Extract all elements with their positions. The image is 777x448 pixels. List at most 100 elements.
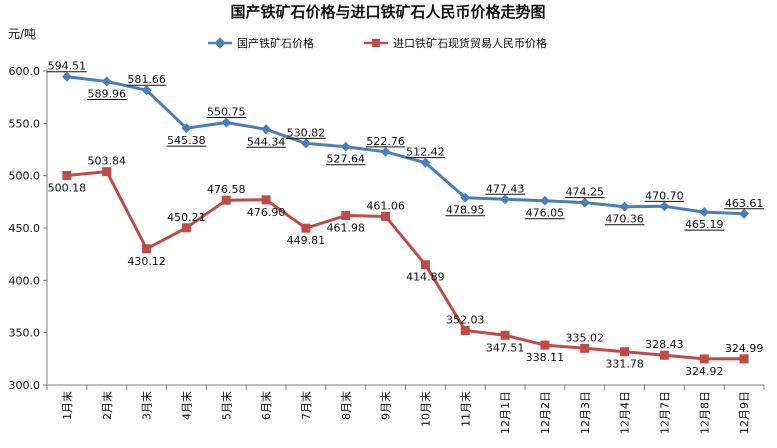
data-label-import: 324.92 (685, 365, 724, 378)
x-tick-label: 9月末 (379, 391, 393, 420)
data-label-import: 352.03 (446, 314, 485, 327)
legend-label-domestic: 国产铁矿石价格 (237, 36, 314, 50)
legend: 国产铁矿石价格 进口铁矿石现货贸易人民币价格 (208, 36, 547, 50)
y-tick-label: 600.0 (9, 65, 41, 78)
data-label-import: 331.78 (605, 358, 644, 371)
data-label-import: 430.12 (127, 255, 166, 268)
data-point-import (341, 210, 351, 220)
data-point-import (699, 354, 709, 364)
data-label-import: 449.81 (287, 234, 326, 247)
data-point-import (261, 195, 271, 205)
data-label-import: 328.43 (645, 338, 684, 351)
data-label-domestic: 544.34 (247, 135, 286, 148)
data-point-domestic (221, 117, 232, 128)
data-label-import: 335.02 (566, 331, 605, 344)
data-label-import: 461.06 (366, 199, 405, 212)
data-point-import (460, 326, 470, 336)
data-point-import (301, 223, 311, 233)
data-label-domestic: 470.36 (605, 213, 644, 226)
data-label-domestic: 589.96 (88, 88, 127, 101)
data-label-domestic: 474.25 (566, 186, 605, 199)
data-point-import (739, 354, 749, 364)
x-axis: 1月末 2月末 3月末 4月末 5月末 6月末 7月末 8月末 9月末 10月末 11月末 12月1日… (46, 384, 765, 434)
data-point-domestic (141, 85, 152, 96)
data-point-import (659, 350, 669, 360)
data-point-domestic (699, 207, 710, 218)
data-label-import: 503.84 (88, 155, 127, 168)
data-label-import: 414.89 (406, 271, 445, 284)
data-point-domestic (300, 138, 311, 149)
x-tick-label: 10月末 (418, 391, 432, 427)
x-tick-label: 12月2日 (539, 391, 552, 434)
x-tick-label: 1月末 (60, 391, 74, 420)
x-tick-label: 8月末 (339, 391, 353, 420)
data-point-import (500, 330, 510, 340)
data-label-domestic: 530.82 (287, 126, 326, 139)
y-tick-label: 400.0 (9, 274, 41, 287)
x-tick-label: 2月末 (100, 391, 114, 420)
series-line-import (66, 170, 745, 361)
data-label-domestic: 512.42 (406, 146, 445, 159)
x-tick-label: 6月末 (259, 391, 273, 420)
data-point-import (381, 211, 391, 221)
y-axis: 300.0 350.0 400.0 450.0 500.0 550.0 600.0 (9, 65, 48, 392)
data-point-import (181, 223, 191, 233)
data-point-import (580, 343, 590, 353)
data-point-import (540, 340, 550, 350)
data-label-import: 338.11 (526, 351, 565, 364)
x-tick-label: 12月3日 (579, 391, 592, 434)
y-tick-label: 350.0 (9, 327, 41, 340)
x-tick-label: 11月末 (458, 391, 472, 427)
data-label-domestic: 463.61 (725, 197, 764, 210)
data-point-domestic (340, 141, 351, 152)
data-label-domestic: 477.43 (486, 182, 525, 195)
data-label-domestic: 581.66 (127, 73, 166, 86)
legend-item-import: 进口铁矿石现货贸易人民币价格 (364, 36, 547, 50)
data-label-domestic: 594.51 (48, 60, 87, 73)
data-label-domestic: 465.19 (685, 218, 724, 231)
data-label-domestic: 476.05 (526, 207, 565, 220)
data-point-domestic (579, 197, 590, 208)
data-point-import (62, 170, 72, 180)
data-label-import: 476.90 (247, 206, 286, 219)
data-label-import: 461.98 (327, 221, 366, 234)
data-point-domestic (659, 201, 670, 212)
data-point-domestic (539, 195, 550, 206)
data-point-domestic (261, 124, 272, 135)
legend-swatch-import-marker (372, 39, 380, 47)
data-point-domestic (380, 146, 391, 157)
data-label-domestic: 527.64 (327, 153, 366, 166)
x-tick-label: 3月末 (140, 391, 154, 420)
x-tick-label: 7月末 (299, 391, 313, 420)
data-label-import: 476.58 (207, 183, 246, 196)
plot-series (61, 71, 750, 364)
legend-label-import: 进口铁矿石现货贸易人民币价格 (393, 36, 547, 50)
data-point-import (420, 260, 430, 270)
data-point-domestic (619, 201, 630, 212)
data-point-import (221, 195, 231, 205)
data-point-domestic (460, 192, 471, 203)
data-label-domestic: 550.75 (207, 106, 246, 119)
y-tick-label: 550.0 (9, 117, 41, 130)
x-tick-label: 5月末 (219, 391, 233, 420)
data-point-domestic (61, 71, 72, 82)
chart-title: 国产铁矿石价格与进口铁矿石人民币价格走势图 (230, 3, 545, 21)
y-tick-label: 300.0 (9, 379, 41, 392)
y-tick-label: 500.0 (9, 170, 41, 183)
data-label-domestic: 545.38 (167, 134, 206, 147)
y-axis-unit-label: 元/吨 (8, 27, 36, 41)
data-point-import (142, 244, 152, 254)
data-point-domestic (420, 157, 431, 168)
series-line-domestic (66, 75, 745, 216)
data-point-domestic (739, 208, 750, 219)
data-label-domestic: 478.95 (446, 204, 485, 217)
x-tick-label: 12月1日 (499, 391, 512, 434)
x-tick-label: 12月9日 (738, 391, 751, 434)
x-tick-label: 12月8日 (698, 391, 711, 434)
x-tick-label: 12月4日 (619, 391, 632, 434)
data-label-import: 450.21 (167, 211, 206, 224)
data-label-domestic: 470.70 (645, 189, 684, 202)
data-point-import (102, 167, 112, 177)
